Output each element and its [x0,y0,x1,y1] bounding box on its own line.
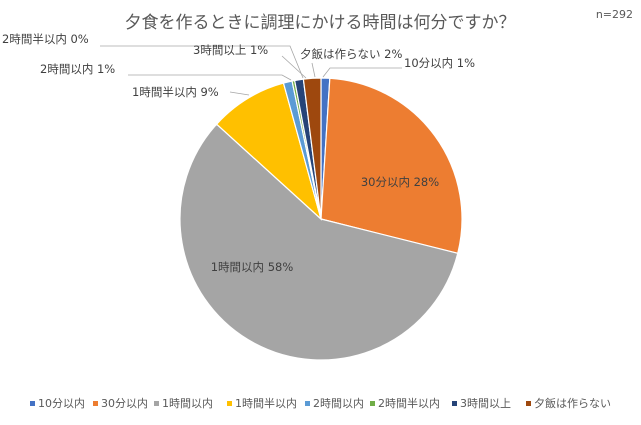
legend-label-5: 2時間以内 [313,396,364,410]
legend-label-4: 1時間半以内 [235,396,297,410]
legend-label-1: 10分以内 [38,396,85,410]
leader-line-8 [311,62,316,78]
leader-line-4 [229,91,250,96]
data-label-3: 1時間以内 58% [211,260,294,274]
sample-size-note: n=292 [595,8,633,21]
leader-line-6 [100,45,304,79]
data-label-7: 3時間以上 1% [193,43,268,57]
data-label-2: 30分以内 28% [361,175,439,189]
legend-swatch-1 [30,401,35,406]
chart-title: 夕食を作るときに調理にかける時間は何分ですか？ [125,13,516,33]
legend-label-2: 30分以内 [101,396,148,410]
legend-label-6: 2時間半以内 [378,396,440,410]
pie-slice-8 [302,77,322,220]
data-label-5: 2時間以内 1% [40,62,115,76]
data-label-8: 夕飯は作らない 2% [300,47,402,61]
legend-label-7: 3時間以上 [460,397,511,410]
legend-label-3: 1時間以内 [162,396,213,410]
legend-swatch-2 [93,401,98,406]
data-label-6: 2時間半以内 0% [2,32,89,46]
pie-slice-2 [320,77,463,255]
legend-swatch-8 [526,401,531,406]
legend-swatch-6 [370,401,375,406]
data-label-4: 1時間半以内 9% [132,85,219,99]
legend-swatch-3 [154,401,159,406]
legend-swatch-5 [305,401,310,406]
legend-swatch-4 [227,401,232,406]
legend-label-8: 夕飯は作らない [534,396,611,410]
data-label-1: 10分以内 1% [404,56,475,70]
leader-line-5 [128,74,292,81]
leader-line-7 [281,55,307,79]
pie-slice-4 [215,82,323,221]
legend-swatch-7 [452,401,457,406]
pie-slice-3 [179,123,459,361]
leader-line-1 [322,67,402,78]
